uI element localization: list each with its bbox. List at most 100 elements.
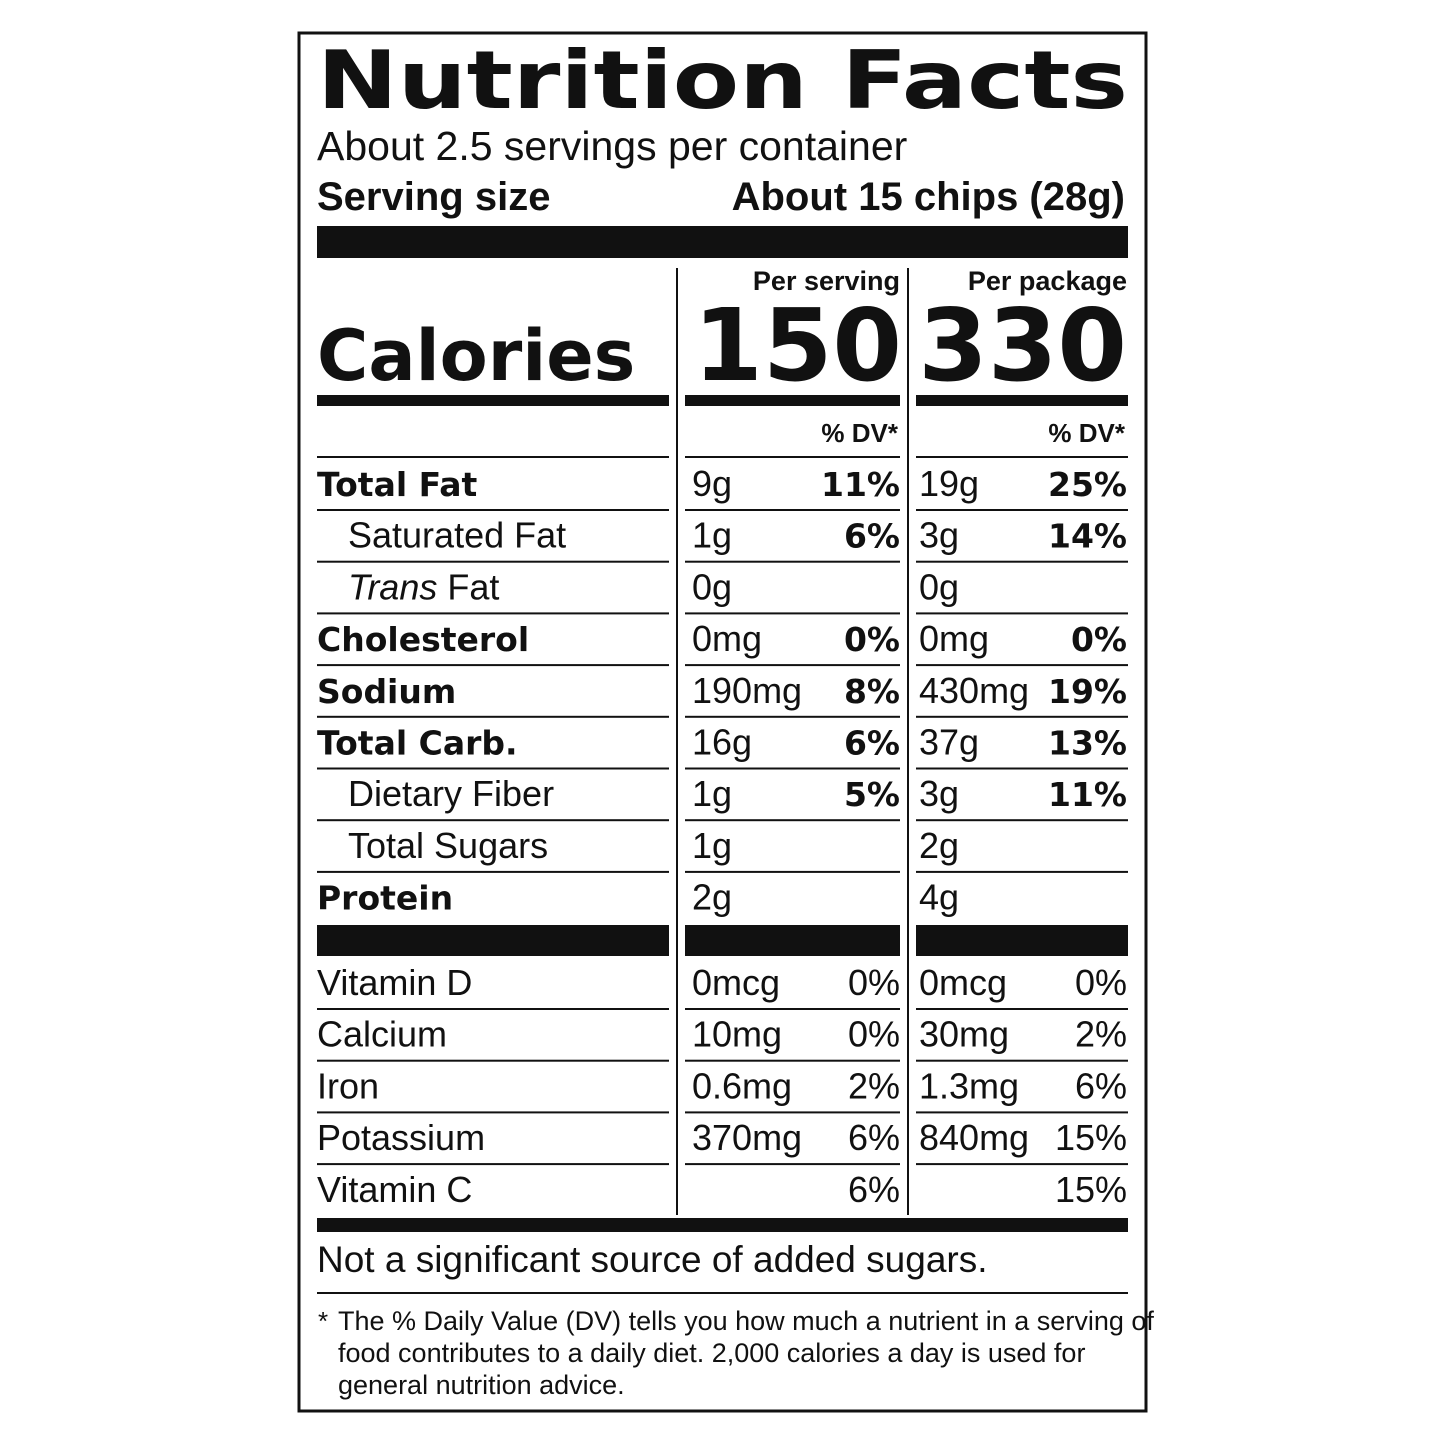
thick-rule (685, 395, 900, 406)
nutrient-label: Calcium (317, 1014, 447, 1055)
amount: 4g (919, 877, 959, 918)
rule (317, 456, 669, 458)
amount: 3g (919, 773, 959, 814)
rule (916, 1111, 1128, 1114)
daily-value: 5% (844, 775, 900, 814)
rule (317, 870, 669, 873)
dv-header: % DV* (821, 418, 898, 448)
rule (317, 1163, 669, 1166)
daily-value: 0% (1071, 620, 1127, 659)
rule (317, 560, 669, 563)
amount: 0mcg (692, 962, 780, 1003)
rule (685, 819, 900, 822)
nutrient-label-text: Fat (447, 566, 499, 607)
rule (916, 767, 1128, 770)
rule (685, 456, 900, 458)
amount: 1g (692, 515, 732, 556)
daily-value: 0% (1075, 962, 1127, 1003)
nutrient-label: Sodium (317, 672, 456, 711)
thick-rule (916, 395, 1128, 406)
footnote: The % Daily Value (DV) tells you how muc… (338, 1306, 1154, 1336)
rule (916, 612, 1128, 615)
servings: About 2.5 servings per container (317, 123, 907, 169)
rule (317, 819, 669, 822)
amount: 0.6mg (692, 1065, 792, 1106)
rule (317, 715, 669, 718)
rule (685, 1111, 900, 1114)
thick-rule (317, 395, 669, 406)
daily-value: 14% (1048, 517, 1127, 556)
daily-value: 0% (848, 962, 900, 1003)
rule (685, 509, 900, 511)
rule (916, 1163, 1128, 1166)
daily-value: 6% (1075, 1065, 1127, 1106)
rule (685, 664, 900, 667)
amount: 16g (692, 722, 752, 763)
column-header: Per package (968, 266, 1127, 296)
nutrient-label: Total Sugars (348, 825, 548, 866)
amount: 1g (692, 825, 732, 866)
amount: 0g (692, 566, 732, 607)
rule (916, 1008, 1128, 1010)
amount: 2g (919, 825, 959, 866)
nutrient-label: Protein (317, 879, 453, 918)
calories-label: Calories (317, 315, 635, 397)
thick-bar (916, 925, 1128, 956)
amount: 1g (692, 773, 732, 814)
rule (317, 1059, 669, 1062)
daily-value: 13% (1048, 724, 1127, 763)
daily-value: 15% (1055, 1117, 1127, 1158)
nutrient-label: Saturated Fat (348, 515, 566, 556)
label-border (297, 31, 1148, 1413)
amount: 19g (919, 463, 979, 504)
amount: 30mg (919, 1014, 1009, 1055)
rule (685, 612, 900, 615)
footnote: food contributes to a daily diet. 2,000 … (338, 1338, 1085, 1368)
thick-bar (317, 1218, 1128, 1232)
amount: 190mg (692, 670, 802, 711)
nutrient-label: Total Fat (317, 465, 478, 504)
amount: 37g (919, 722, 979, 763)
rule (685, 560, 900, 563)
daily-value: 2% (1075, 1014, 1127, 1055)
amount: 9g (692, 463, 732, 504)
amount: 840mg (919, 1117, 1029, 1158)
serving-size-value: About 15 chips (28g) (732, 175, 1125, 219)
calories-value: 330 (918, 287, 1127, 404)
daily-value: 6% (844, 517, 900, 556)
amount: 1.3mg (919, 1065, 1019, 1106)
nutrient-label: Iron (317, 1065, 379, 1106)
thick-bar (317, 925, 669, 956)
rule (685, 1059, 900, 1062)
daily-value: 15% (1055, 1169, 1127, 1210)
rule (685, 1163, 900, 1166)
amount: 0mg (692, 618, 762, 659)
nutrient-label: Dietary Fiber (348, 773, 554, 814)
nutrient-label-italic: Trans (348, 566, 437, 607)
daily-value: 6% (848, 1169, 900, 1210)
rule (317, 1111, 669, 1114)
nutrient-label: Vitamin D (317, 962, 472, 1003)
rule (916, 1059, 1128, 1062)
added-sugars-note: Not a significant source of added sugars… (317, 1239, 988, 1280)
rule (685, 767, 900, 770)
amount: 370mg (692, 1117, 802, 1158)
rule (916, 509, 1128, 511)
rule (685, 1008, 900, 1010)
dv-header: % DV* (1048, 418, 1125, 448)
rule (685, 715, 900, 718)
daily-value: 6% (844, 724, 900, 763)
nutrient-label: Potassium (317, 1117, 485, 1158)
rule (317, 509, 669, 511)
amount: 0g (919, 566, 959, 607)
daily-value: 25% (1048, 465, 1127, 504)
rule (916, 456, 1128, 458)
rule (317, 767, 669, 770)
column-header: Per serving (753, 266, 900, 296)
nutrient-label: Total Carb. (317, 724, 518, 763)
daily-value: 2% (848, 1065, 900, 1106)
title: Nutrition Facts (317, 34, 1128, 127)
rule (317, 1008, 669, 1010)
